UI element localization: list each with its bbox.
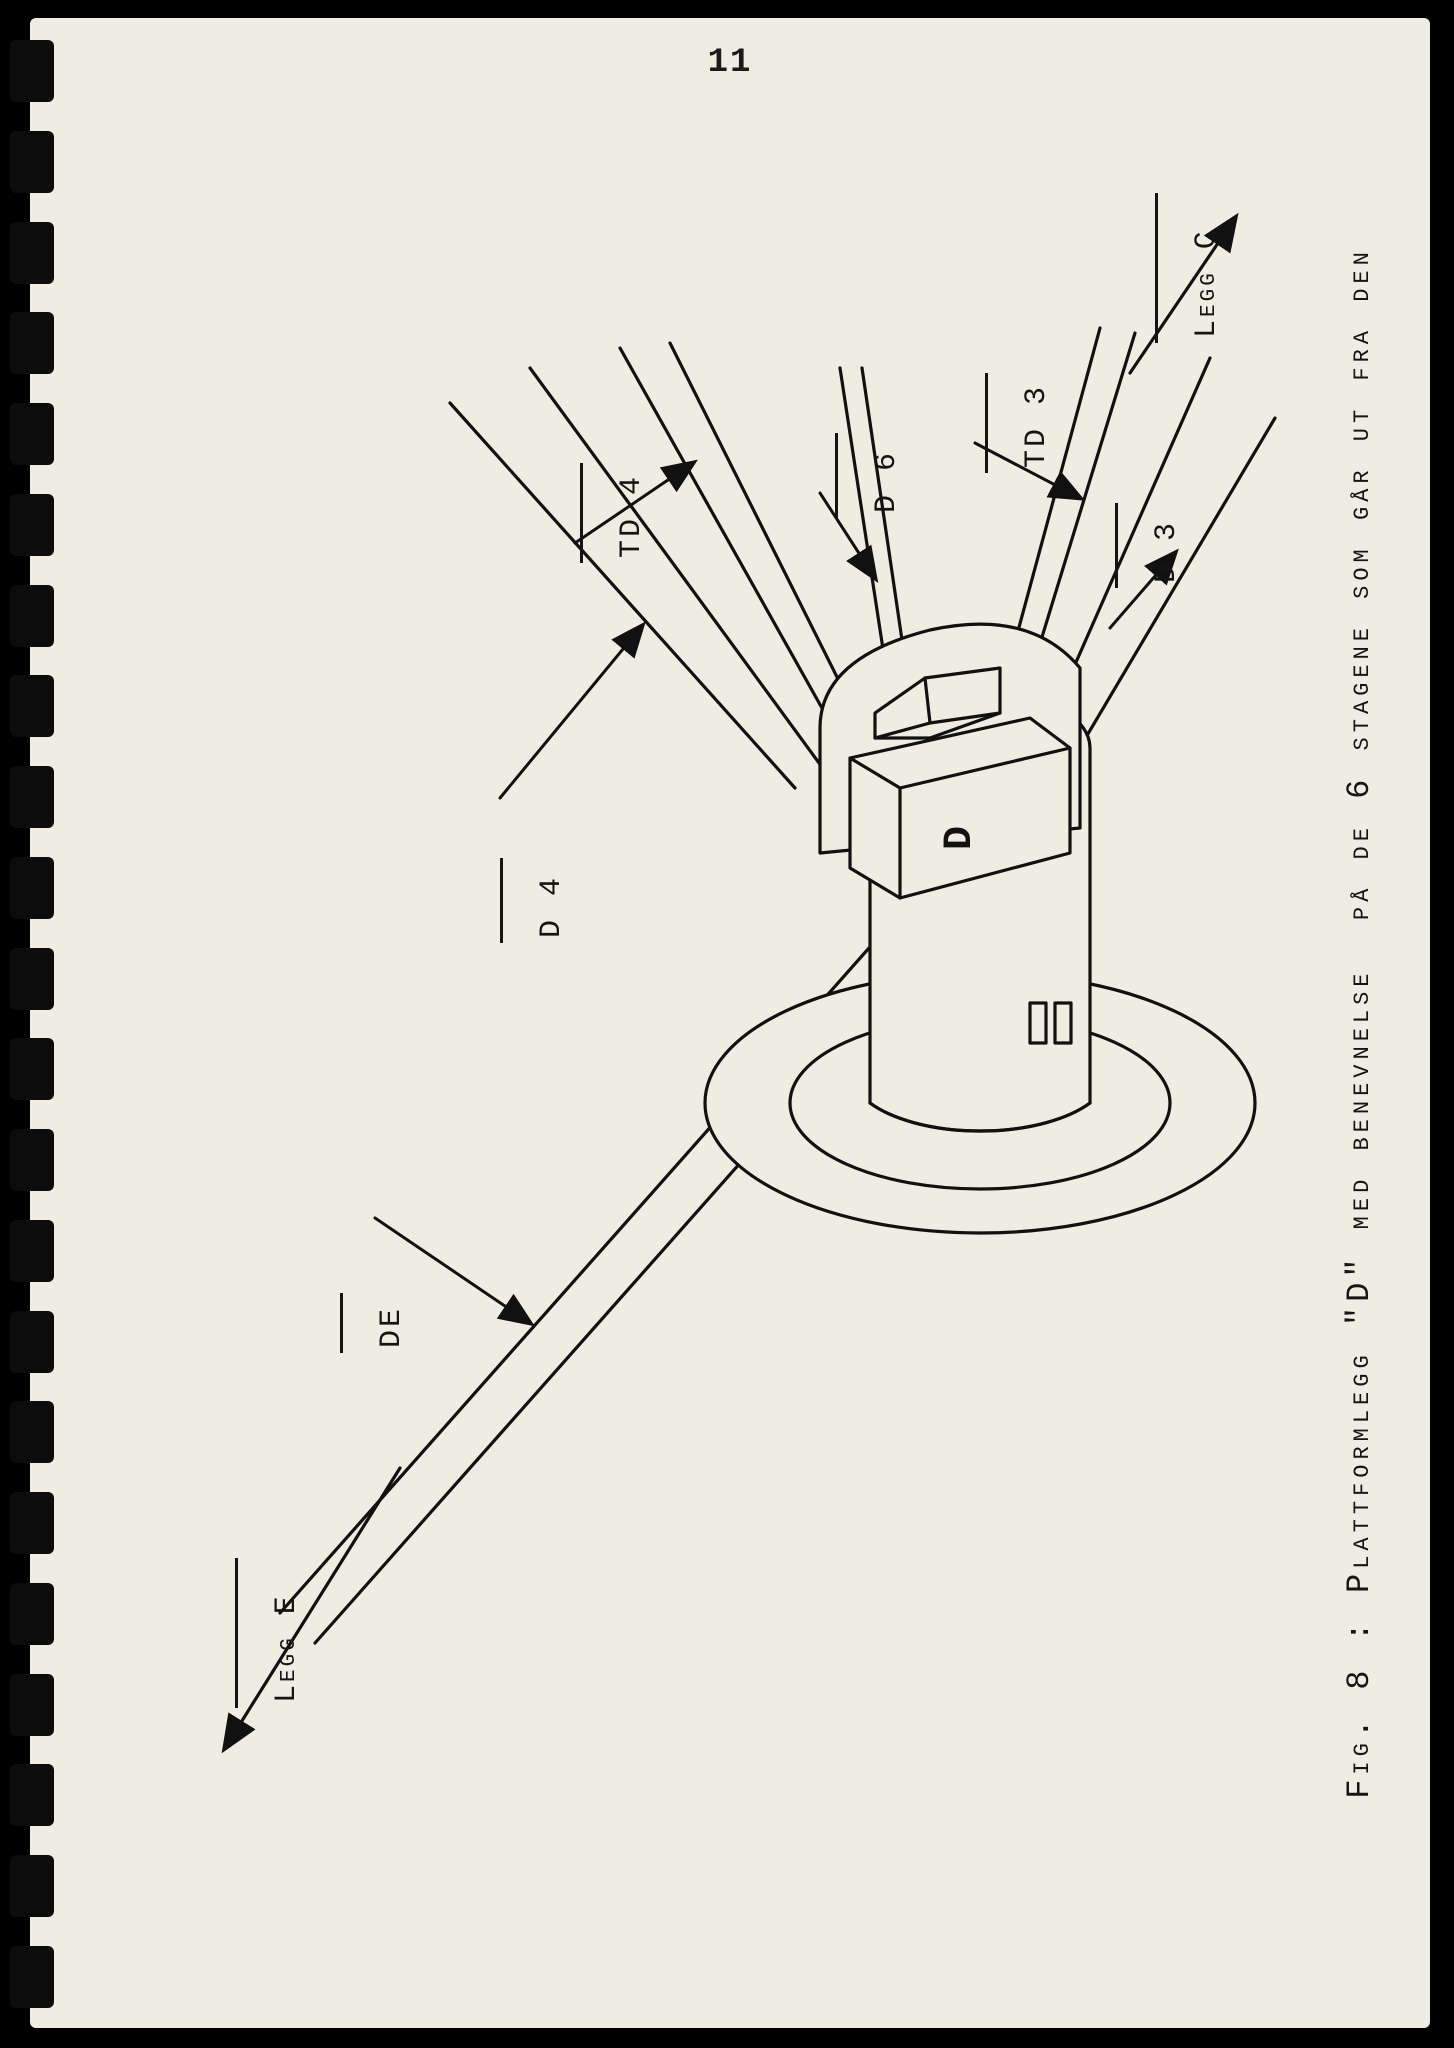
binding-punch bbox=[10, 585, 54, 647]
label-d3: D 3 bbox=[1150, 520, 1184, 583]
binding-strip bbox=[10, 40, 60, 2008]
underline-d3 bbox=[1115, 503, 1118, 588]
binding-punch bbox=[10, 1129, 54, 1191]
label-d4: D 4 bbox=[535, 875, 569, 938]
binding-punch bbox=[10, 675, 54, 737]
binding-punch bbox=[10, 222, 54, 284]
binding-punch bbox=[10, 948, 54, 1010]
binding-punch bbox=[10, 1220, 54, 1282]
binding-punch bbox=[10, 766, 54, 828]
binding-punch bbox=[10, 857, 54, 919]
label-legg-c: Legg C bbox=[1190, 228, 1224, 338]
binding-punch bbox=[10, 1855, 54, 1917]
binding-punch bbox=[10, 1311, 54, 1373]
binding-punch bbox=[10, 403, 54, 465]
figure-caption: Fig. 8 : Plattformlegg "D" med benevnels… bbox=[1341, 247, 1378, 1799]
underline-td3 bbox=[985, 373, 988, 473]
label-de: DE bbox=[375, 1306, 409, 1348]
binding-punch bbox=[10, 1401, 54, 1463]
center-label: D bbox=[938, 826, 983, 850]
scan-outer: 11 bbox=[0, 0, 1454, 2048]
binding-punch bbox=[10, 1674, 54, 1736]
label-td3: TD 3 bbox=[1020, 384, 1054, 468]
label-td4: TD 4 bbox=[615, 474, 649, 558]
page: 11 bbox=[30, 18, 1430, 2028]
label-legg-e: Legg E bbox=[270, 1593, 304, 1703]
caption-text: Plattformlegg "D" med benevnelse på de 6… bbox=[1341, 247, 1378, 1593]
binding-punch bbox=[10, 494, 54, 556]
underline-legg-e bbox=[235, 1558, 238, 1708]
binding-punch bbox=[10, 312, 54, 374]
underline-legg-c bbox=[1155, 193, 1158, 343]
underline-d6 bbox=[835, 433, 838, 518]
binding-punch bbox=[10, 1946, 54, 2008]
binding-punch bbox=[10, 1583, 54, 1645]
binding-punch bbox=[10, 131, 54, 193]
label-d6: D 6 bbox=[870, 450, 904, 513]
underline-td4 bbox=[580, 463, 583, 563]
binding-punch bbox=[10, 1764, 54, 1826]
caption-prefix: Fig. 8 : bbox=[1341, 1593, 1378, 1799]
binding-punch bbox=[10, 1038, 54, 1100]
underline-de bbox=[340, 1293, 343, 1353]
binding-punch bbox=[10, 40, 54, 102]
underline-d4 bbox=[500, 858, 503, 943]
binding-punch bbox=[10, 1492, 54, 1554]
